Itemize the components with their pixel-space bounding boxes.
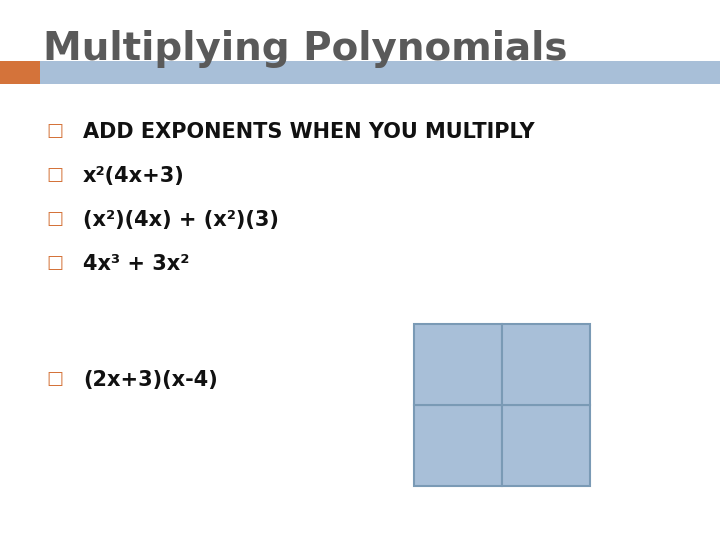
Text: □: □ [47, 370, 64, 388]
Bar [0, 61, 720, 84]
Bar [414, 405, 503, 486]
Text: □: □ [47, 166, 64, 184]
Text: (x²)(4x) + (x²)(3): (x²)(4x) + (x²)(3) [83, 210, 279, 230]
Text: ADD EXPONENTS WHEN YOU MULTIPLY: ADD EXPONENTS WHEN YOU MULTIPLY [83, 122, 534, 141]
Bar [503, 405, 590, 486]
Bar [414, 324, 503, 405]
Text: (2x+3)(x-4): (2x+3)(x-4) [83, 370, 217, 390]
Bar [0, 61, 40, 84]
Text: x²(4x+3): x²(4x+3) [83, 166, 184, 186]
Bar [503, 324, 590, 405]
Text: □: □ [47, 122, 64, 139]
Text: 4x³ + 3x²: 4x³ + 3x² [83, 254, 189, 274]
Text: Multiplying Polynomials: Multiplying Polynomials [43, 30, 567, 68]
Text: □: □ [47, 254, 64, 272]
Text: □: □ [47, 210, 64, 228]
